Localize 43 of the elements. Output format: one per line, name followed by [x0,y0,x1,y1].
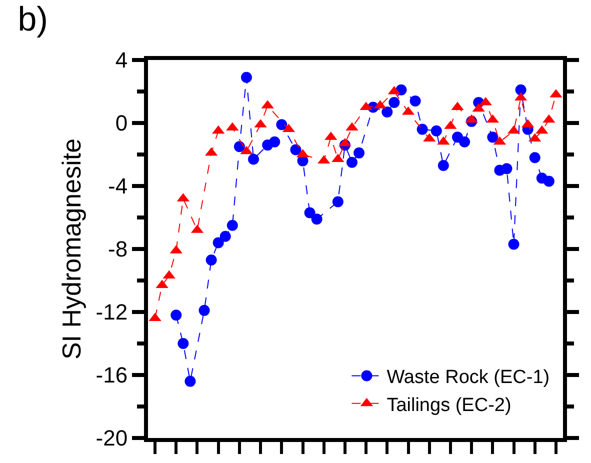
point [198,304,210,316]
point [276,119,288,130]
point [170,310,182,321]
point [304,207,316,218]
point [382,106,393,118]
point [248,154,260,165]
point [206,254,217,266]
point [508,238,520,250]
y-axis-title: SI Hydromagnesite [56,138,87,360]
point [226,220,238,231]
y-tick-label: 4 [115,48,128,73]
point [487,132,498,143]
point [240,72,252,83]
y-tick-label: -4 [108,174,128,199]
point [388,97,400,108]
point [430,125,442,136]
point [234,141,245,152]
point [220,230,231,242]
point [529,152,540,164]
y-tick-label: -16 [96,362,128,388]
y-tick-label: -8 [108,236,128,262]
point [184,376,196,387]
point [515,84,526,96]
point [416,124,428,135]
point [346,156,358,168]
point [501,163,512,174]
point [269,136,280,148]
point [332,196,344,208]
legend-label: Tailings (EC-2) [386,394,512,416]
point [459,136,470,148]
point [354,147,365,158]
y-tick-label: -12 [96,300,128,325]
point [212,237,224,248]
point [543,176,554,187]
chart-title: b) [18,0,48,39]
point [410,95,421,106]
y-tick-label: -20 [96,426,128,451]
point [178,338,189,349]
point [290,144,302,156]
legend-label: Waste Rock (EC-1) [386,367,550,388]
point [311,214,322,225]
y-tick-label: 0 [115,110,128,136]
point [438,160,449,172]
